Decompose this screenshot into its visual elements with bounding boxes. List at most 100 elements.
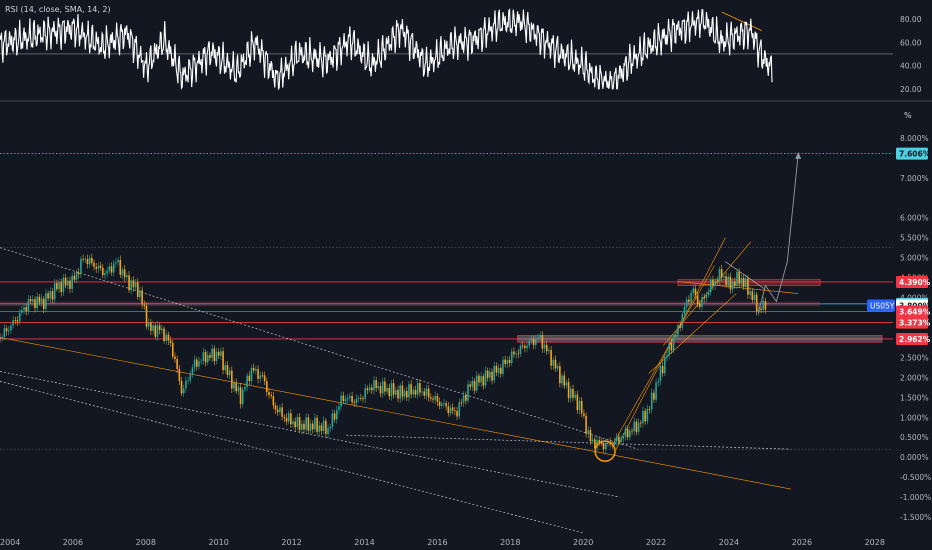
time-tick-label: 2024: [719, 538, 739, 547]
candle-body: [620, 438, 622, 442]
candle-body: [690, 292, 692, 302]
candle-body: [217, 351, 220, 356]
candle-body: [403, 390, 406, 397]
price-label-text: 4.390%: [899, 278, 931, 287]
candle-body: [198, 361, 200, 367]
candle-body: [257, 369, 259, 379]
candle-body: [451, 407, 454, 411]
candle-body: [644, 410, 646, 422]
candle-body: [303, 423, 305, 430]
candle-body: [266, 381, 268, 392]
falling-trendline-lower: [0, 371, 620, 498]
candle-body: [646, 409, 649, 422]
price-tick-label: 2.000%: [900, 373, 929, 382]
candle-body: [681, 314, 684, 328]
projection-arrowhead: [795, 151, 802, 159]
price-tick-label: 5.500%: [900, 234, 929, 243]
candle-body: [246, 375, 248, 388]
candle-body: [38, 296, 41, 303]
candle-body: [734, 281, 736, 286]
price-pane[interactable]: 8.000%7.000%6.000%5.500%5.000%4.500%4.00…: [0, 111, 931, 534]
falling-trendline-bottom: [0, 381, 584, 534]
candle-body: [764, 300, 767, 310]
resistance-zones: [0, 279, 883, 343]
candle-body: [174, 356, 176, 360]
candle-body: [583, 413, 585, 416]
candle-body: [204, 352, 207, 363]
rsi-line[interactable]: [0, 8, 773, 91]
wedge-top: [677, 281, 799, 294]
candle-body: [740, 278, 743, 284]
candle-body: [99, 265, 102, 268]
candle-body: [666, 354, 668, 358]
candle-body: [478, 375, 480, 383]
candle-body: [233, 382, 235, 389]
candle-body: [296, 417, 299, 428]
candle-body: [228, 370, 231, 375]
price-tick-label: -1.500%: [900, 513, 931, 522]
candle-body: [574, 394, 576, 398]
candle-body: [290, 413, 292, 425]
candle-body: [738, 271, 740, 284]
candle-body: [119, 259, 122, 275]
candle-body: [421, 391, 423, 393]
rsi-pane[interactable]: RSI (14, close, SMA, 14, 2) 80.00 60.00 40…: [0, 5, 922, 94]
price-tick-label: 8.000%: [900, 134, 929, 143]
candle-body: [504, 359, 506, 364]
candle-body: [342, 395, 345, 402]
candle-body: [674, 334, 677, 338]
candle-body: [524, 345, 526, 349]
candle-body: [427, 388, 430, 398]
candle-body: [1, 336, 3, 339]
indicator-legend[interactable]: RSI (14, close, SMA, 14, 2): [5, 5, 111, 14]
candle-body: [701, 297, 703, 307]
candle-body: [110, 266, 113, 273]
candle-body: [224, 365, 227, 371]
candle-body: [578, 400, 581, 410]
candle-body: [747, 278, 749, 295]
price-tick-label: -1.000%: [900, 493, 931, 502]
candle-body: [377, 386, 380, 389]
candle-body: [335, 410, 338, 420]
candle-body: [657, 381, 660, 383]
candle-body: [709, 279, 712, 293]
candle-body: [703, 297, 705, 299]
candle-body: [318, 425, 321, 432]
wedge-line: [725, 261, 766, 290]
candle-body: [397, 390, 399, 399]
candle-body: [211, 348, 213, 358]
candle-body: [58, 282, 60, 290]
candle-body: [386, 387, 388, 392]
candle-body: [276, 409, 279, 413]
time-tick-label: 2022: [646, 538, 666, 547]
candle-body: [191, 367, 194, 375]
candle-body: [346, 397, 349, 400]
candle-body: [405, 390, 408, 398]
candle-body: [650, 392, 653, 410]
resistance-zone-upper: [677, 279, 821, 286]
candle-body: [185, 380, 187, 389]
candle-body: [585, 415, 587, 434]
candle-body: [727, 276, 730, 285]
candle-body: [84, 259, 87, 260]
resistance-band-mid: [0, 301, 821, 307]
time-tick-label: 2010: [209, 538, 229, 547]
candle-body: [567, 382, 570, 399]
candle-body: [379, 386, 382, 394]
candle-body: [206, 355, 209, 363]
candle-body: [338, 406, 340, 411]
time-tick-label: 2028: [865, 538, 885, 547]
candle-body: [261, 375, 264, 377]
candle-body: [292, 421, 294, 425]
candle-body: [45, 293, 47, 309]
candle-body: [355, 398, 358, 403]
time-axis[interactable]: 2004 2006 2008 2010 2012 2014 2016 2018 2020 2022…: [0, 538, 885, 547]
candle-body: [42, 298, 45, 309]
candle-body: [416, 383, 419, 395]
candle-body: [753, 294, 756, 300]
candle-body: [329, 426, 332, 429]
candle-body: [532, 339, 535, 345]
candle-body: [370, 387, 373, 391]
candle-body: [458, 402, 461, 417]
